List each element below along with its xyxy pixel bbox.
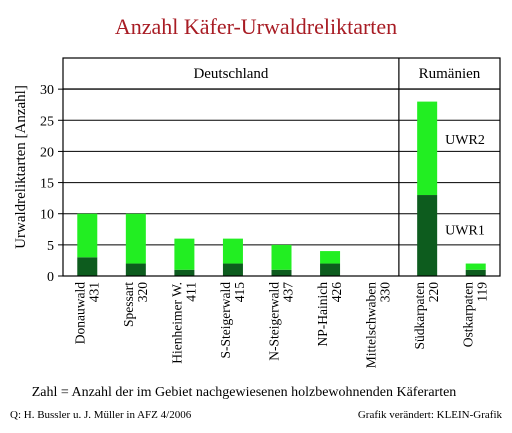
- footnote: Zahl = Anzahl der im Gebiet nachgewiesen…: [32, 385, 457, 400]
- category-count: 431: [86, 282, 101, 302]
- group-label: Rumänien: [419, 66, 481, 82]
- y-tick-label: 15: [40, 177, 54, 192]
- bar-segment-uwr1: [465, 269, 486, 276]
- bar-segment-uwr1: [222, 263, 243, 276]
- category-label: Ostkarpaten 119: [461, 282, 490, 347]
- category-count: 411: [183, 282, 198, 302]
- plot-frame: [62, 57, 501, 277]
- y-tick-label: 30: [40, 83, 54, 98]
- bar-segment-uwr2: [174, 238, 195, 270]
- category-name: N-Steigerwald: [267, 282, 282, 361]
- y-tick-label: 10: [40, 208, 54, 223]
- bar-segment-uwr2: [417, 101, 438, 196]
- category-count: 415: [232, 282, 247, 303]
- group-label: Deutschland: [193, 66, 268, 82]
- series-annotation: UWR1: [445, 223, 485, 238]
- category-count: 330: [378, 282, 393, 303]
- category-label: Mittelschwaben 330: [364, 282, 393, 368]
- series-annotation: UWR2: [445, 133, 485, 148]
- plot-area: Deutschland Rumänien 0 5 10 15 20 25 30 Donauwald…: [40, 57, 501, 368]
- category-label: S-Steigerwald 415: [218, 282, 247, 359]
- bar-segment-uwr2: [465, 263, 486, 270]
- bar-segment-uwr2: [222, 238, 243, 264]
- category-count: 437: [281, 282, 296, 303]
- category-name: Spessart: [121, 282, 136, 327]
- category-count: 426: [329, 282, 344, 303]
- bar-segment-uwr1: [125, 263, 146, 276]
- category-label: Hienheimer W. 411: [169, 282, 198, 364]
- bar-segment-uwr1: [77, 257, 98, 276]
- y-tick-label: 20: [40, 145, 54, 160]
- category-name: NP-Hainich: [315, 282, 330, 347]
- category-label: Spessart 320: [121, 282, 150, 327]
- y-tick-label: 5: [47, 239, 54, 254]
- category-name: Hienheimer W.: [169, 282, 184, 364]
- chart-title: Anzahl Käfer-Urwaldreliktarten: [115, 14, 397, 39]
- bar-segment-uwr1: [320, 263, 341, 276]
- category-name: Mittelschwaben: [364, 282, 379, 368]
- bar-segment-uwr1: [271, 269, 292, 276]
- bar-segment-uwr1: [174, 269, 195, 276]
- y-tick-label: 25: [40, 114, 54, 129]
- category-label: NP-Hainich 426: [315, 282, 344, 347]
- category-label: Donauwald 431: [72, 282, 101, 344]
- category-count: 220: [426, 282, 441, 303]
- y-axis-label: Urwaldreliktarten [Anzahl]: [13, 85, 29, 249]
- bar-segment-uwr2: [77, 213, 98, 258]
- y-tick-label: 0: [47, 270, 54, 285]
- category-name: Donauwald: [72, 282, 87, 344]
- bar-segment-uwr1: [417, 195, 438, 276]
- category-label: N-Steigerwald 437: [267, 282, 296, 361]
- graphic-credit: Grafik verändert: KLEIN-Grafik: [358, 409, 503, 421]
- category-label: Südkarpaten 220: [412, 282, 441, 350]
- category-count: 320: [135, 282, 150, 303]
- bar-segment-uwr2: [271, 244, 292, 270]
- category-count: 119: [475, 282, 490, 302]
- category-name: S-Steigerwald: [218, 282, 233, 359]
- bar-segment-uwr2: [320, 251, 341, 264]
- category-name: Ostkarpaten: [461, 282, 476, 347]
- bar-segment-uwr2: [125, 213, 146, 264]
- category-name: Südkarpaten: [412, 282, 427, 350]
- source-credit: Q: H. Bussler u. J. Müller in AFZ 4/2006: [10, 409, 192, 421]
